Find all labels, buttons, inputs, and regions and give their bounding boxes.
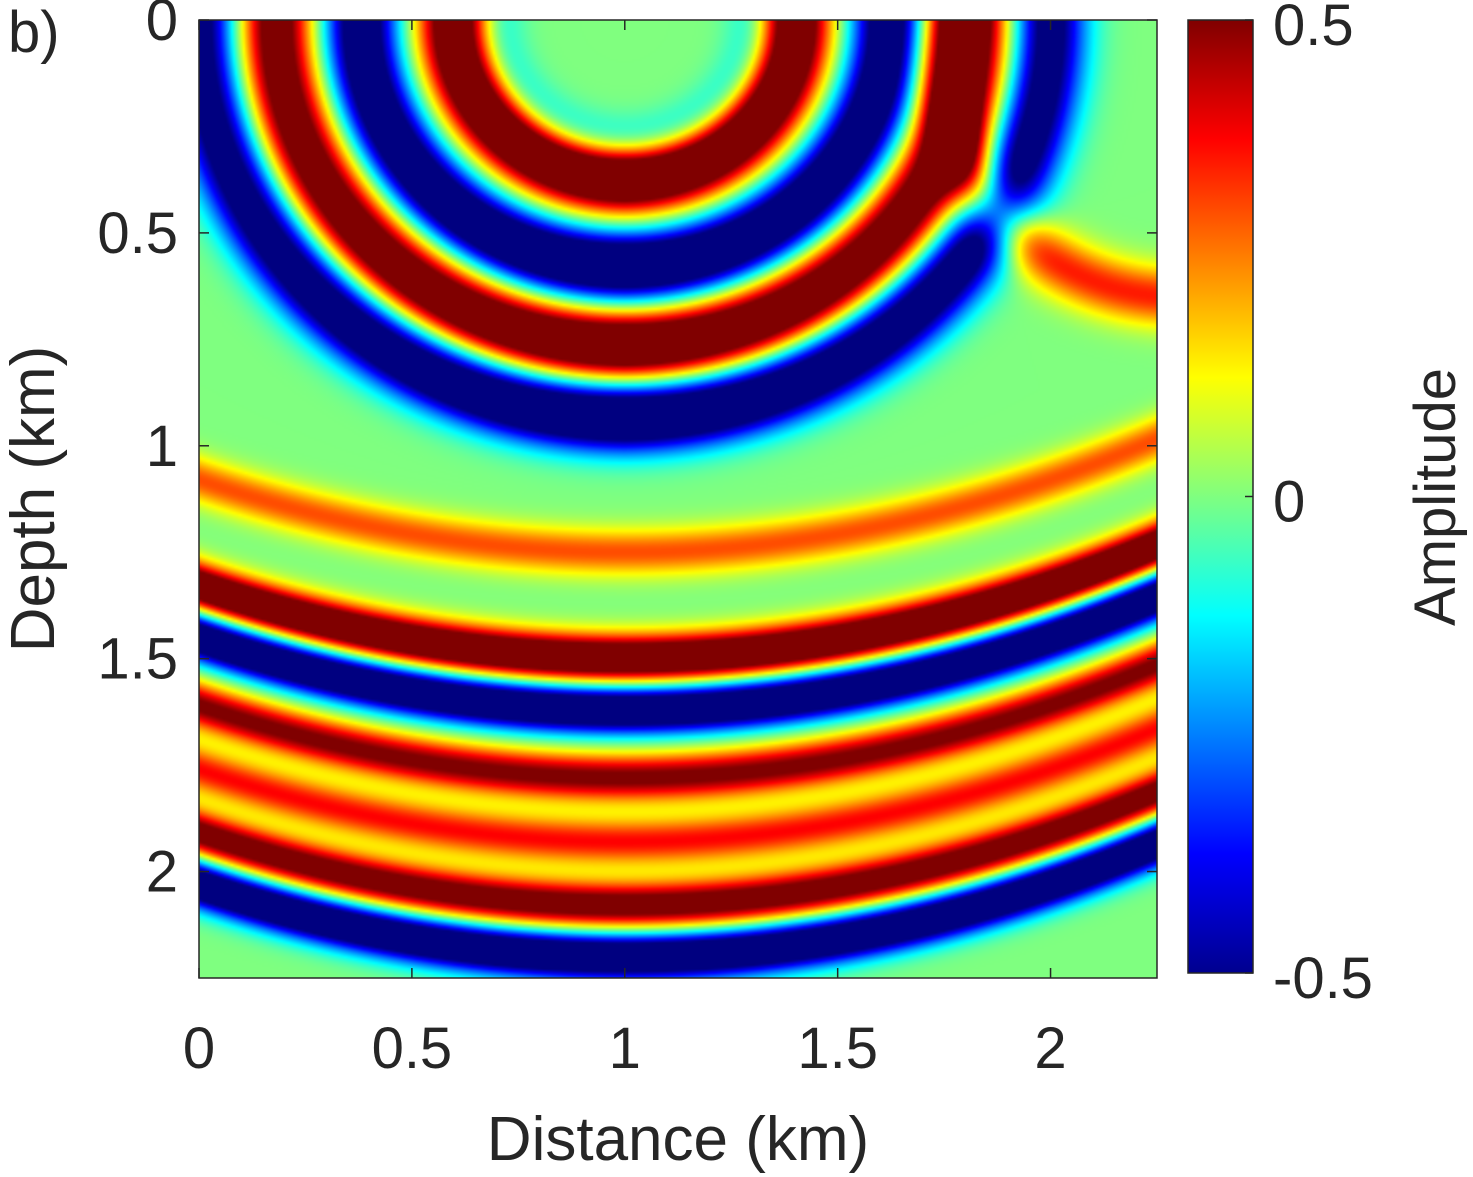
colorbar-tick-label: 0.5 — [1273, 0, 1354, 58]
x-tick-label: 1.5 — [797, 1016, 878, 1081]
y-tick-label: 2 — [146, 840, 178, 905]
colorbar-gradient — [1187, 19, 1254, 974]
colorbar-tick-label: -0.5 — [1273, 946, 1373, 1011]
colorbar-label: Amplitude — [1403, 368, 1468, 626]
y-tick-label: 1.5 — [97, 627, 178, 692]
x-tick-label: 0.5 — [372, 1016, 453, 1081]
colorbar: 0.5 0 -0.5 — [1187, 0, 1373, 1011]
panel-label: b) — [8, 0, 60, 65]
y-tick-label: 1 — [146, 414, 178, 479]
plot-frame — [198, 19, 1158, 979]
x-axis-label: Distance (km) — [487, 1105, 869, 1174]
x-tick-label: 0 — [183, 1016, 215, 1081]
colorbar-ticks: 0.5 0 -0.5 — [1245, 0, 1373, 1011]
heatmap-plot — [198, 19, 1158, 979]
y-axis: 0 0.5 1 1.5 2 — [97, 0, 1157, 905]
x-tick-label: 1 — [609, 1016, 641, 1081]
y-axis-label: Depth (km) — [0, 346, 68, 653]
colorbar-tick-label: 0 — [1273, 470, 1305, 535]
y-tick-label: 0.5 — [97, 201, 178, 266]
heatmap-image — [199, 20, 1157, 978]
x-tick-label: 2 — [1034, 1016, 1066, 1081]
x-axis: 0 0.5 1 1.5 2 — [183, 20, 1067, 1081]
y-tick-label: 0 — [146, 0, 178, 53]
